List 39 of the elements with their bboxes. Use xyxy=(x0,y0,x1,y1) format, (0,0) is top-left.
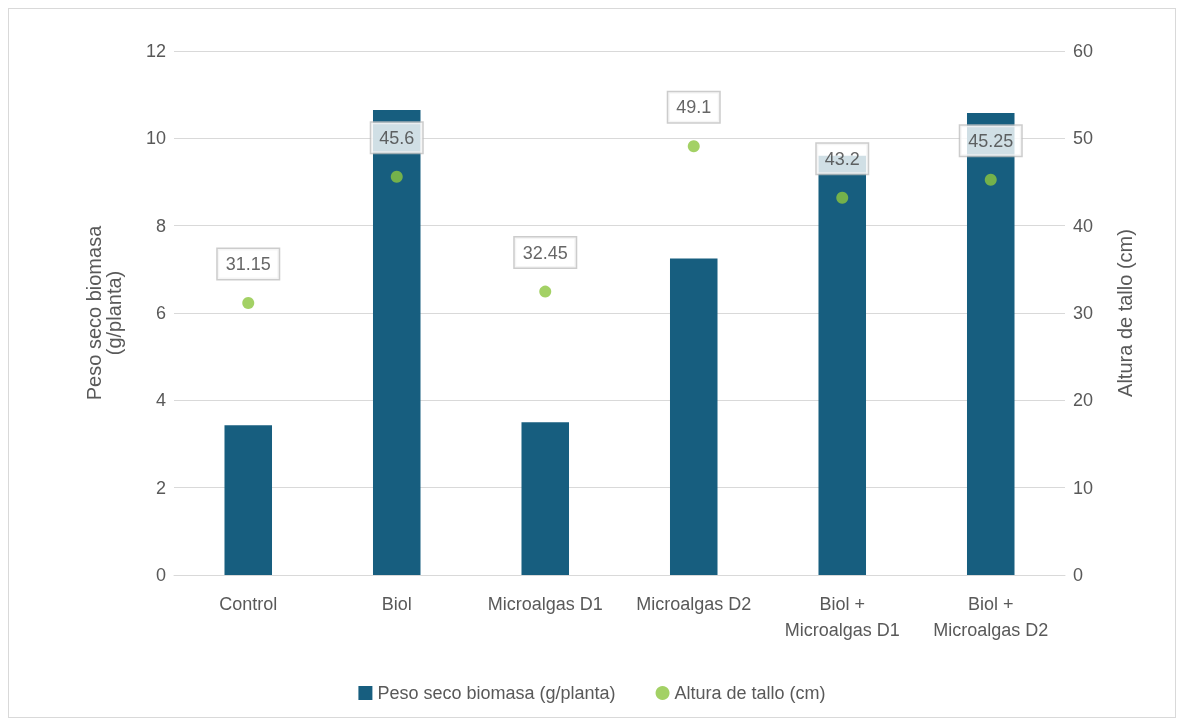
data-label: 45.25 xyxy=(968,130,1014,151)
data-label: 43.2 xyxy=(824,148,860,169)
data-label: 45.6 xyxy=(379,127,415,148)
data-label: 32.45 xyxy=(522,242,568,263)
y2-tick-label: 50 xyxy=(1073,128,1094,149)
point xyxy=(687,140,700,153)
y2-tick-label: 60 xyxy=(1073,41,1094,61)
point xyxy=(984,173,997,186)
x-tick-label: Biol xyxy=(381,594,412,614)
point xyxy=(390,170,403,183)
y-axis-title: Peso seco biomasa (g/planta) xyxy=(83,224,125,401)
point xyxy=(836,191,849,204)
y2-tick-label: 10 xyxy=(1073,477,1094,498)
legend-label: Peso seco biomasa (g/planta) xyxy=(377,683,616,703)
y-tick-label: 6 xyxy=(155,303,166,323)
y2-tick-label: 40 xyxy=(1073,215,1094,236)
point xyxy=(539,285,552,298)
y-tick-label: 10 xyxy=(145,128,166,149)
x-tick-label: Biol + Microalgas D1 xyxy=(784,594,900,640)
data-label: 31.15 xyxy=(225,253,271,274)
x-tick-label: Control xyxy=(219,594,278,614)
y-tick-label: 2 xyxy=(155,477,166,498)
legend-label: Altura de tallo (cm) xyxy=(674,683,826,703)
point xyxy=(242,296,255,309)
bar xyxy=(669,258,718,575)
y-tick-label: 12 xyxy=(145,41,166,61)
x-tick-label: Microalgas D1 xyxy=(487,594,603,614)
y-tick-label: 0 xyxy=(155,565,166,585)
bar xyxy=(224,425,273,575)
data-label: 49.1 xyxy=(676,97,712,118)
x-tick-label: Microalgas D2 xyxy=(636,594,752,614)
y2-axis-title: Altura de tallo (cm) xyxy=(1114,229,1136,397)
bar xyxy=(521,422,570,575)
x-tick-label: Biol + Microalgas D2 xyxy=(933,594,1049,640)
y2-tick-label: 0 xyxy=(1073,565,1084,585)
y2-tick-label: 30 xyxy=(1073,303,1094,323)
y-tick-label: 4 xyxy=(155,390,166,411)
y-tick-label: 8 xyxy=(155,215,166,236)
y2-tick-label: 20 xyxy=(1073,390,1094,411)
